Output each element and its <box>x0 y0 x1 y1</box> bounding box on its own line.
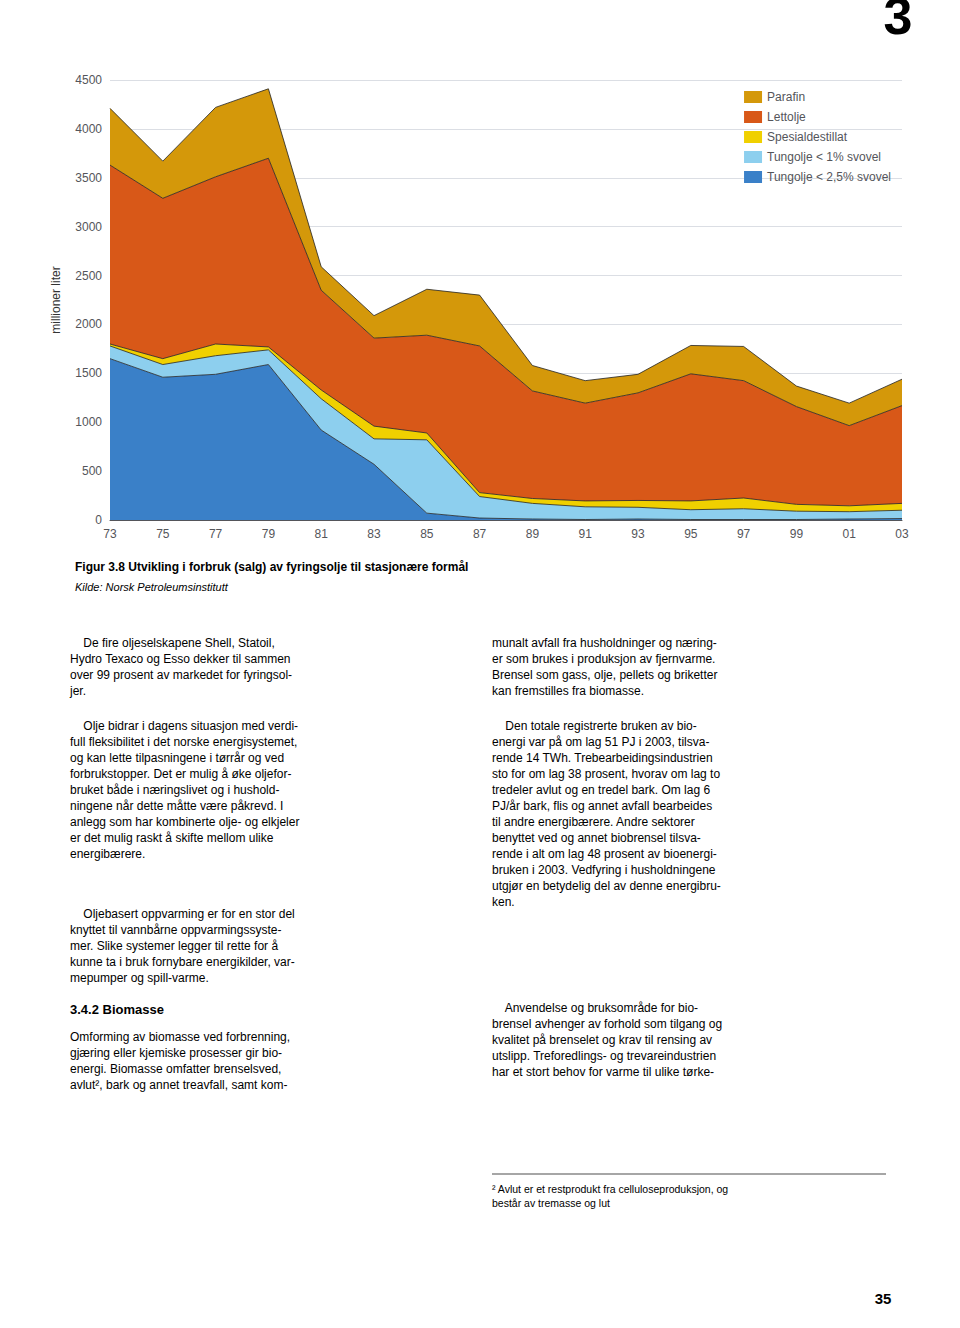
svg-text:2000: 2000 <box>75 317 102 331</box>
svg-text:500: 500 <box>82 464 102 478</box>
svg-text:Omforming av biomasse ved forb: Omforming av biomasse ved forbrenning, <box>70 1030 290 1044</box>
svg-text:ken.: ken. <box>492 895 515 909</box>
svg-text:er som brukes i produksjon av: er som brukes i produksjon av fjernvarme… <box>492 652 715 666</box>
svg-text:energi var på om lag 51 PJ i 2: energi var på om lag 51 PJ i 2003, tilsv… <box>492 735 709 749</box>
svg-text:munalt avfall fra husholdninge: munalt avfall fra husholdninger og nærin… <box>492 636 717 650</box>
svg-text:3.4.2 Biomasse: 3.4.2 Biomasse <box>70 1002 164 1017</box>
svg-text:energi. Biomasse omfatter bren: energi. Biomasse omfatter brenselsved, <box>70 1062 281 1076</box>
svg-text:full fleksibilitet i det norsk: full fleksibilitet i det norske energisy… <box>70 735 297 749</box>
svg-text:77: 77 <box>209 527 223 541</box>
svg-text:brensel avhenger av forhold so: brensel avhenger av forhold som tilgang … <box>492 1017 722 1031</box>
svg-text:Kilde: Norsk Petroleumsinstitu: Kilde: Norsk Petroleumsinstitutt <box>75 581 229 593</box>
svg-text:og kan lette tilpasningene i t: og kan lette tilpasningene i tørrår og v… <box>70 751 284 765</box>
svg-text:rende i alt om lag 48 prosent: rende i alt om lag 48 prosent av bioener… <box>492 847 717 861</box>
svg-text:Tungolje < 1% svovel: Tungolje < 1% svovel <box>767 150 881 164</box>
svg-text:millioner liter: millioner liter <box>49 266 63 333</box>
svg-text:3500: 3500 <box>75 171 102 185</box>
svg-text:bruken i 2003. Vedfyring i hus: bruken i 2003. Vedfyring i husholdningen… <box>492 863 716 877</box>
svg-text:avlut², bark og annet treavfal: avlut², bark og annet treavfall, samt ko… <box>70 1078 287 1092</box>
svg-text:Den totale registrerte bruken: Den totale registrerte bruken av bio- <box>492 719 697 733</box>
svg-text:mer. Slike systemer legger til: mer. Slike systemer legger til rette for… <box>70 939 278 953</box>
svg-text:energibærere.: energibærere. <box>70 847 145 861</box>
svg-text:benyttet ved og annet biobrens: benyttet ved og annet biobrensel tilsva- <box>492 831 701 845</box>
svg-text:Spesialdestillat: Spesialdestillat <box>767 130 848 144</box>
svg-text:85: 85 <box>420 527 434 541</box>
svg-text:ningene når dette måtte være p: ningene når dette måtte være påkrevd. I <box>70 799 283 813</box>
svg-text:De fire oljeselskapene Shell,: De fire oljeselskapene Shell, Statoil, <box>70 636 275 650</box>
svg-text:PJ/år bark, flis og annet avfa: PJ/år bark, flis og annet avfall bearbei… <box>492 799 712 813</box>
svg-text:Figur 3.8 Utvikling i forbruk: Figur 3.8 Utvikling i forbruk (salg) av … <box>75 560 468 574</box>
svg-text:Lettolje: Lettolje <box>767 110 806 124</box>
svg-text:87: 87 <box>473 527 487 541</box>
svg-text:mepumper og spill-varme.: mepumper og spill-varme. <box>70 971 209 985</box>
svg-text:3: 3 <box>884 0 913 45</box>
svg-text:er det mulig raskt å skifte me: er det mulig raskt å skifte mellom ulike <box>70 831 274 845</box>
svg-text:73: 73 <box>103 527 117 541</box>
svg-text:4000: 4000 <box>75 122 102 136</box>
svg-text:97: 97 <box>737 527 751 541</box>
svg-text:Parafin: Parafin <box>767 90 805 104</box>
svg-text:91: 91 <box>579 527 593 541</box>
svg-text:Brensel som gass, olje, pellet: Brensel som gass, olje, pellets og brike… <box>492 668 717 682</box>
svg-text:jer.: jer. <box>69 684 86 698</box>
svg-text:² Avlut er et restprodukt fra: ² Avlut er et restprodukt fra cellulosep… <box>492 1183 728 1195</box>
svg-text:Oljebasert oppvarming er for e: Oljebasert oppvarming er for en stor del <box>70 907 295 921</box>
svg-text:forbrukstopper. Det er mulig å: forbrukstopper. Det er mulig å øke oljef… <box>70 767 291 781</box>
svg-text:35: 35 <box>875 1290 892 1307</box>
svg-text:Tungolje < 2,5% svovel: Tungolje < 2,5% svovel <box>767 170 891 184</box>
svg-text:99: 99 <box>790 527 804 541</box>
svg-text:knyttet til vannbårne oppvarmi: knyttet til vannbårne oppvarmingssyste- <box>70 923 281 937</box>
svg-text:0: 0 <box>95 513 102 527</box>
svg-text:anlegg som har kombinerte olje: anlegg som har kombinerte olje- og elkje… <box>70 815 299 829</box>
svg-text:01: 01 <box>843 527 857 541</box>
svg-text:89: 89 <box>526 527 540 541</box>
svg-text:tredeler avlut og en tredel ba: tredeler avlut og en tredel bark. Om lag… <box>492 783 710 797</box>
svg-text:utslipp. Treforedlings- og tre: utslipp. Treforedlings- og trevareindust… <box>492 1049 716 1063</box>
svg-text:har et stort behov for varme t: har et stort behov for varme til ulike t… <box>492 1065 714 1079</box>
svg-text:gjæring eller kjemiske prosess: gjæring eller kjemiske prosesser gir bio… <box>70 1046 282 1060</box>
svg-text:79: 79 <box>262 527 276 541</box>
svg-text:kan fremstilles fra biomasse.: kan fremstilles fra biomasse. <box>492 684 644 698</box>
svg-text:1000: 1000 <box>75 415 102 429</box>
svg-text:75: 75 <box>156 527 170 541</box>
svg-text:sto for om lag 38 prosent, hvo: sto for om lag 38 prosent, hvorav om lag… <box>492 767 720 781</box>
svg-text:rende 14 TWh. Trebearbeidingsi: rende 14 TWh. Trebearbeidingsindustrien <box>492 751 713 765</box>
svg-text:1500: 1500 <box>75 366 102 380</box>
svg-text:til andre energibærere. Andre: til andre energibærere. Andre sektorer <box>492 815 695 829</box>
svg-text:utgjør en betydelig del av den: utgjør en betydelig del av denne energib… <box>492 879 721 893</box>
svg-text:kunne ta i bruk fornybare ener: kunne ta i bruk fornybare energikilder, … <box>70 955 295 969</box>
svg-text:4500: 4500 <box>75 73 102 87</box>
svg-text:3000: 3000 <box>75 220 102 234</box>
svg-text:Olje bidrar i dagens situasjon: Olje bidrar i dagens situasjon med verdi… <box>70 719 298 733</box>
svg-text:Anvendelse og bruksområde for: Anvendelse og bruksområde for bio- <box>492 1001 698 1015</box>
svg-text:81: 81 <box>315 527 329 541</box>
svg-text:bruket både i næringslivet og: bruket både i næringslivet og i hushold- <box>70 783 279 797</box>
svg-text:over 99 prosent av markedet fo: over 99 prosent av markedet for fyringso… <box>70 668 292 682</box>
svg-text:93: 93 <box>631 527 645 541</box>
svg-text:kvalitet på brenselet og krav: kvalitet på brenselet og krav til rensin… <box>492 1033 712 1047</box>
svg-text:03: 03 <box>895 527 909 541</box>
svg-text:95: 95 <box>684 527 698 541</box>
svg-text:2500: 2500 <box>75 269 102 283</box>
svg-text:Hydro Texaco og Esso dekker ti: Hydro Texaco og Esso dekker til sammen <box>70 652 291 666</box>
svg-text:83: 83 <box>367 527 381 541</box>
svg-text:består av tremasse og lut: består av tremasse og lut <box>492 1197 610 1209</box>
